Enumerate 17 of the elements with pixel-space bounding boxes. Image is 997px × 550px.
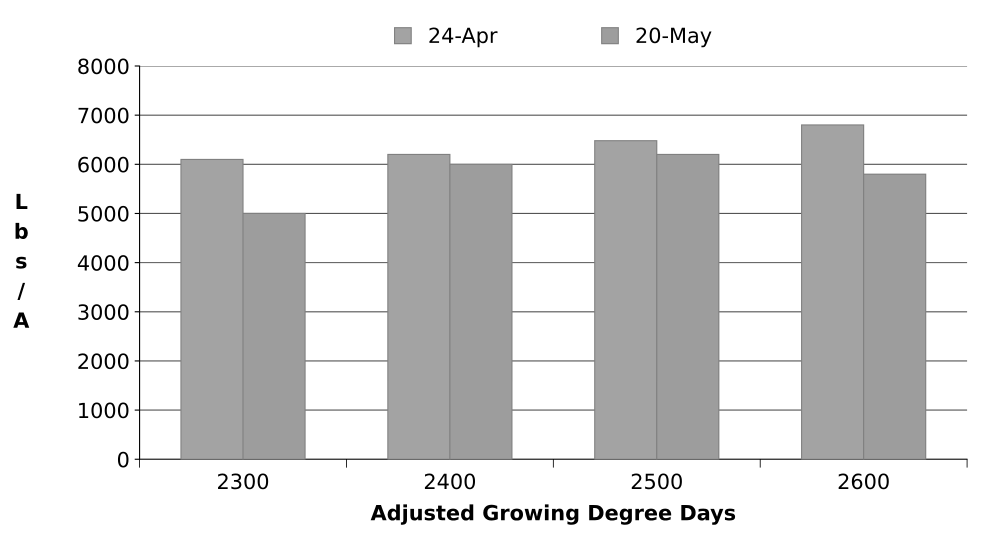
x-tick-label: 2600 <box>838 474 889 490</box>
y-tick-label: 8000 <box>78 58 128 74</box>
y-axis-title: Lbs/A <box>13 194 30 328</box>
y-tick-label: 0 <box>118 452 128 468</box>
y-tick-label: 4000 <box>78 255 128 271</box>
x-tick-label: 2300 <box>218 474 268 490</box>
legend-label: 24-Apr <box>429 27 498 48</box>
y-tick-label: 2000 <box>78 353 128 370</box>
y-tick-label: 5000 <box>78 206 128 222</box>
legend-label: 20-May <box>636 27 712 48</box>
y-tick-label: 3000 <box>78 304 128 320</box>
y-tick-label: 7000 <box>78 108 128 124</box>
x-tick-label: 2400 <box>424 474 476 490</box>
x-axis-title: Adjusted Growing Degree Days <box>370 504 736 525</box>
y-tick-label: 6000 <box>78 156 128 173</box>
y-tick-label: 1000 <box>79 402 128 418</box>
x-tick-label: 2500 <box>632 474 682 490</box>
